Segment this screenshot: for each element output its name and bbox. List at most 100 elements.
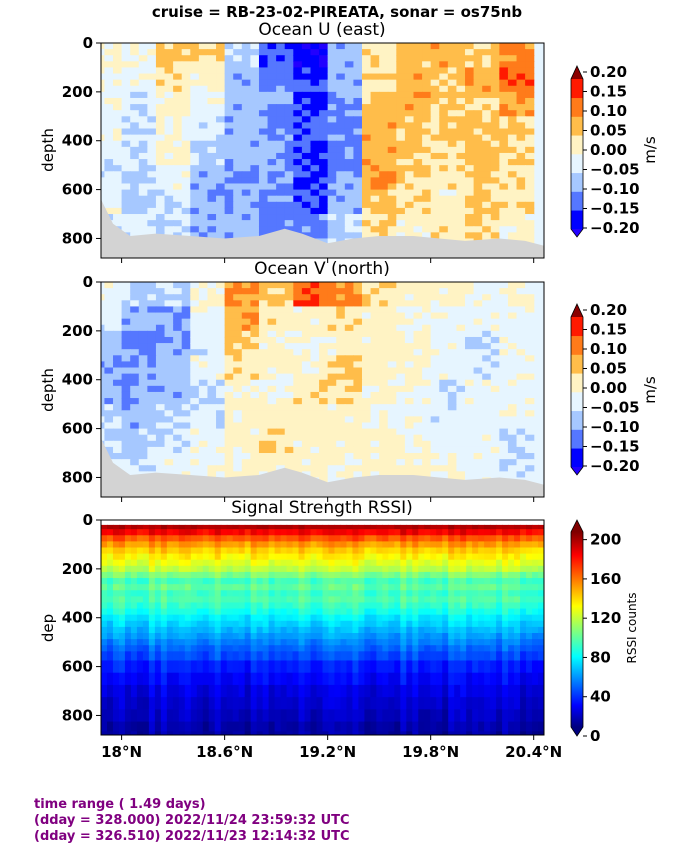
heatmap-cell <box>499 282 509 289</box>
heatmap-cell <box>178 553 186 561</box>
heatmap-cell <box>172 565 180 573</box>
heatmap-cell <box>293 391 303 399</box>
heatmap-cell <box>267 373 277 381</box>
heatmap-cell <box>387 97 397 105</box>
heatmap-cell <box>280 608 288 616</box>
heatmap-cell <box>430 312 440 320</box>
heatmap-cell <box>310 379 320 387</box>
heatmap-cell <box>233 159 243 166</box>
heatmap-cell <box>196 590 204 597</box>
heatmap-cell <box>422 146 432 154</box>
heatmap-cell <box>525 220 535 227</box>
heatmap-cell <box>276 134 286 142</box>
heatmap-cell <box>190 434 200 442</box>
heatmap-cell <box>387 134 397 142</box>
heatmap-cell <box>154 697 162 710</box>
heatmap-cell <box>224 79 234 87</box>
heatmap-cell <box>473 214 483 221</box>
heatmap-cell <box>166 721 174 732</box>
heatmap-cell <box>482 220 492 227</box>
heatmap-cell <box>216 214 226 221</box>
heatmap-cell <box>106 541 114 549</box>
heatmap-cell <box>370 207 380 215</box>
heatmap-cell <box>310 614 318 622</box>
heatmap-cell <box>190 73 200 81</box>
heatmap-cell <box>525 422 535 430</box>
heatmap-cell <box>101 391 106 399</box>
heatmap-cell <box>267 104 277 111</box>
heatmap-cell <box>118 620 126 628</box>
heatmap-cell <box>298 553 306 561</box>
heatmap-cell <box>250 220 260 227</box>
heatmap-cell <box>224 214 234 221</box>
heatmap-cell <box>298 578 306 585</box>
heatmap-cell <box>413 177 423 185</box>
heatmap-cell <box>232 660 240 674</box>
heatmap-cell <box>430 73 440 81</box>
heatmap-cell <box>322 524 330 530</box>
heatmap-cell <box>101 116 106 124</box>
heatmap-cell <box>404 349 415 356</box>
heatmap-cell <box>310 391 320 399</box>
heatmap-cell <box>516 379 526 387</box>
heatmap-cell <box>447 465 458 472</box>
heatmap-cell <box>113 91 123 99</box>
heatmap-cell <box>482 122 492 130</box>
heatmap-cell <box>202 547 210 555</box>
heatmap-cell <box>422 49 432 56</box>
heatmap-cell <box>241 288 251 295</box>
heatmap-cell <box>319 128 329 136</box>
heatmap-cell <box>256 535 264 542</box>
heatmap-cell <box>112 709 120 723</box>
heatmap-cell <box>516 171 526 178</box>
heatmap-cell <box>178 709 186 723</box>
heatmap-cell <box>413 282 423 289</box>
heatmap-cell <box>456 104 466 111</box>
heatmap-cell <box>130 590 138 597</box>
heatmap-cell <box>387 159 397 166</box>
heatmap-cell <box>190 67 200 75</box>
heatmap-cell <box>124 633 132 640</box>
heatmap-cell <box>258 361 269 369</box>
heatmap-cell <box>396 140 406 148</box>
heatmap-cell <box>516 416 526 424</box>
heatmap-cell <box>298 660 306 674</box>
heatmap-cell <box>490 73 500 81</box>
heatmap-cell <box>142 584 150 591</box>
heatmap-cell <box>106 529 114 536</box>
heatmap-cell <box>473 318 483 326</box>
heatmap-cell <box>164 404 174 411</box>
heatmap-cell <box>404 306 415 314</box>
heatmap-cell <box>473 110 483 117</box>
heatmap-cell <box>490 336 500 344</box>
heatmap-cell <box>241 220 251 227</box>
heatmap-cell <box>396 195 406 203</box>
heatmap-cell <box>216 373 226 381</box>
heatmap-cell <box>181 159 191 166</box>
heatmap-cell <box>525 232 535 240</box>
heatmap-cell <box>422 324 432 332</box>
heatmap-cell <box>113 214 123 221</box>
heatmap-cell <box>121 207 131 215</box>
heatmap-cell <box>112 721 120 732</box>
heatmap-cell <box>353 159 363 166</box>
heatmap-cell <box>293 122 303 130</box>
heatmap-cell <box>226 524 234 530</box>
heatmap-cell <box>121 165 131 172</box>
heatmap-cell <box>172 608 180 616</box>
heatmap-cell <box>198 373 209 381</box>
heatmap-cell <box>101 584 108 591</box>
heatmap-cell <box>327 459 337 466</box>
heatmap-cell <box>147 330 157 338</box>
heatmap-cell <box>276 349 286 356</box>
heatmap-cell <box>142 731 150 735</box>
heatmap-cell <box>507 85 518 93</box>
heatmap-cell <box>130 731 138 735</box>
heatmap-cell <box>387 282 397 289</box>
heatmap-cell <box>198 306 209 314</box>
heatmap-cell <box>160 565 168 573</box>
x-axis-ticks <box>121 497 535 502</box>
heatmap-cell <box>284 134 294 142</box>
heatmap-cell <box>284 140 294 148</box>
heatmap-cell <box>214 608 222 616</box>
